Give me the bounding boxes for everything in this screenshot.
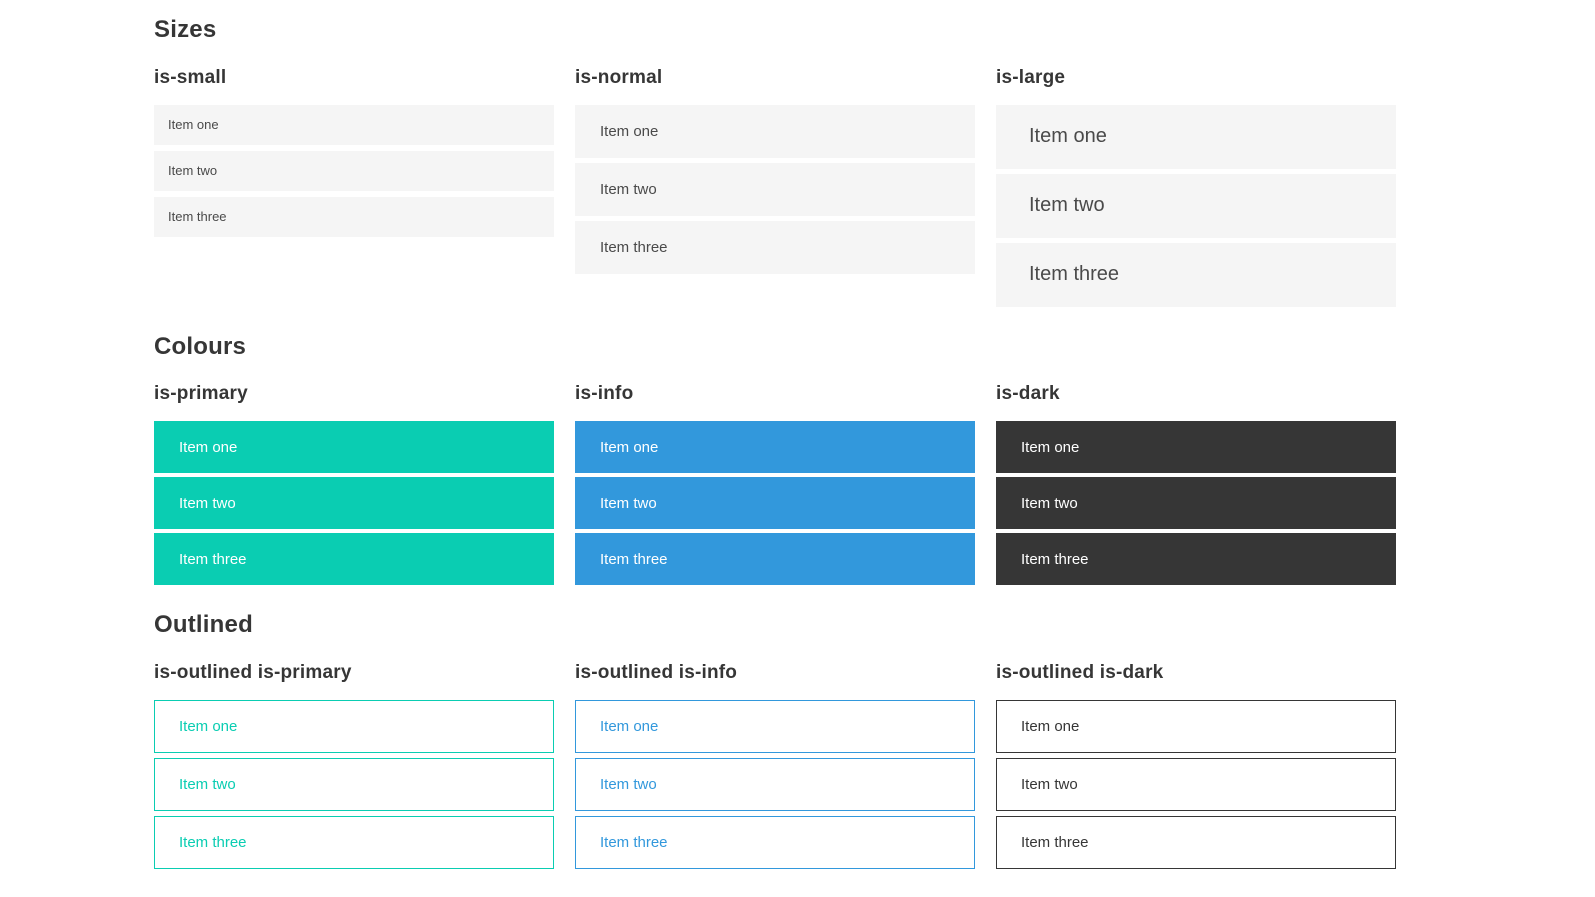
variant-group: is-outlined is-info Item one Item two It… — [575, 662, 975, 869]
variant-label: is-info — [575, 383, 634, 405]
list-item[interactable]: Item one — [575, 421, 975, 474]
list-item-label: Item three — [168, 209, 227, 225]
list-item-label: Item one — [168, 117, 219, 133]
list-item[interactable]: Item three — [154, 815, 554, 869]
list-item[interactable]: Item one — [996, 421, 1396, 474]
list-item[interactable]: Item three — [575, 533, 975, 586]
list-item-label: Item two — [600, 180, 657, 198]
list-item[interactable]: Item two — [996, 173, 1396, 238]
list-item-label: Item three — [179, 833, 247, 851]
list-item[interactable]: Item three — [996, 533, 1396, 586]
list-item[interactable]: Item two — [154, 477, 554, 530]
section-columns: is-primary Item one Item two Item three … — [154, 383, 1396, 586]
list-item-label: Item one — [1029, 125, 1107, 148]
list-item-label: Item three — [600, 833, 668, 851]
item-list: Item one Item two Item three — [154, 104, 554, 237]
list-item[interactable]: Item three — [575, 815, 975, 869]
list-item-label: Item two — [1021, 494, 1078, 512]
demo-section: Outlined is-outlined is-primary Item one… — [154, 611, 1396, 869]
variant-label: is-outlined is-primary — [154, 662, 352, 684]
list-item[interactable]: Item two — [575, 162, 975, 216]
list-item[interactable]: Item three — [154, 533, 554, 586]
item-list: Item one Item two Item three — [996, 699, 1396, 869]
list-item-label: Item one — [1021, 438, 1080, 456]
item-list: Item one Item two Item three — [575, 104, 975, 274]
section-columns: is-outlined is-primary Item one Item two… — [154, 662, 1396, 869]
section-title: Sizes — [154, 16, 217, 43]
variant-label: is-dark — [996, 383, 1060, 405]
list-item-label: Item three — [600, 238, 668, 256]
list-item-label: Item three — [1021, 833, 1089, 851]
list-item[interactable]: Item one — [154, 104, 554, 145]
list-item[interactable]: Item two — [575, 757, 975, 811]
list-item[interactable]: Item one — [575, 104, 975, 158]
list-item-label: Item three — [600, 550, 668, 568]
list-item[interactable]: Item two — [154, 757, 554, 811]
list-item-label: Item three — [179, 550, 247, 568]
list-item[interactable]: Item two — [996, 477, 1396, 530]
item-list: Item one Item two Item three — [154, 699, 554, 869]
list-item[interactable]: Item three — [996, 815, 1396, 869]
section-columns: is-small Item one Item two Item three is… — [154, 67, 1396, 307]
variant-group: is-dark Item one Item two Item three — [996, 383, 1396, 586]
variant-group: is-outlined is-primary Item one Item two… — [154, 662, 554, 869]
list-item-label: Item two — [1021, 775, 1078, 793]
item-list: Item one Item two Item three — [996, 104, 1396, 307]
list-item-label: Item one — [1021, 717, 1080, 735]
component-demo-page: Sizes is-small Item one Item two Item th… — [154, 16, 1396, 892]
variant-label: is-outlined is-info — [575, 662, 738, 684]
list-item[interactable]: Item three — [996, 242, 1396, 307]
list-item-label: Item one — [600, 438, 659, 456]
list-item[interactable]: Item one — [996, 699, 1396, 753]
list-item-label: Item one — [600, 122, 659, 140]
list-item-label: Item three — [1029, 263, 1120, 286]
list-item-label: Item two — [600, 494, 657, 512]
list-item-label: Item two — [179, 775, 236, 793]
list-item-label: Item two — [179, 494, 236, 512]
list-item[interactable]: Item one — [154, 421, 554, 474]
list-item-label: Item two — [168, 163, 218, 179]
variant-label: is-large — [996, 66, 1066, 88]
variant-group: is-primary Item one Item two Item three — [154, 383, 554, 586]
variant-group: is-small Item one Item two Item three — [154, 67, 554, 237]
list-item-label: Item two — [600, 775, 657, 793]
list-item[interactable]: Item two — [154, 150, 554, 191]
item-list: Item one Item two Item three — [575, 421, 975, 586]
variant-label: is-primary — [154, 383, 248, 405]
list-item[interactable]: Item three — [575, 220, 975, 274]
variant-label: is-small — [154, 66, 227, 88]
section-title: Outlined — [154, 611, 253, 639]
list-item-label: Item one — [600, 717, 659, 735]
variant-group: is-outlined is-dark Item one Item two It… — [996, 662, 1396, 869]
list-item[interactable]: Item one — [996, 104, 1396, 169]
list-item-label: Item one — [179, 717, 238, 735]
demo-section: Sizes is-small Item one Item two Item th… — [154, 16, 1396, 307]
variant-group: is-info Item one Item two Item three — [575, 383, 975, 586]
list-item[interactable]: Item two — [575, 477, 975, 530]
variant-label: is-outlined is-dark — [996, 662, 1164, 684]
demo-section: Colours is-primary Item one Item two Ite… — [154, 333, 1396, 586]
list-item-label: Item three — [1021, 550, 1089, 568]
list-item[interactable]: Item three — [154, 196, 554, 237]
variant-group: is-normal Item one Item two Item three — [575, 67, 975, 274]
variant-label: is-normal — [575, 66, 663, 88]
section-title: Colours — [154, 332, 247, 360]
item-list: Item one Item two Item three — [996, 421, 1396, 586]
list-item-label: Item one — [179, 438, 238, 456]
list-item[interactable]: Item one — [575, 699, 975, 753]
list-item-label: Item two — [1029, 194, 1105, 217]
variant-group: is-large Item one Item two Item three — [996, 67, 1396, 307]
item-list: Item one Item two Item three — [154, 421, 554, 586]
list-item[interactable]: Item one — [154, 699, 554, 753]
item-list: Item one Item two Item three — [575, 699, 975, 869]
list-item[interactable]: Item two — [996, 757, 1396, 811]
